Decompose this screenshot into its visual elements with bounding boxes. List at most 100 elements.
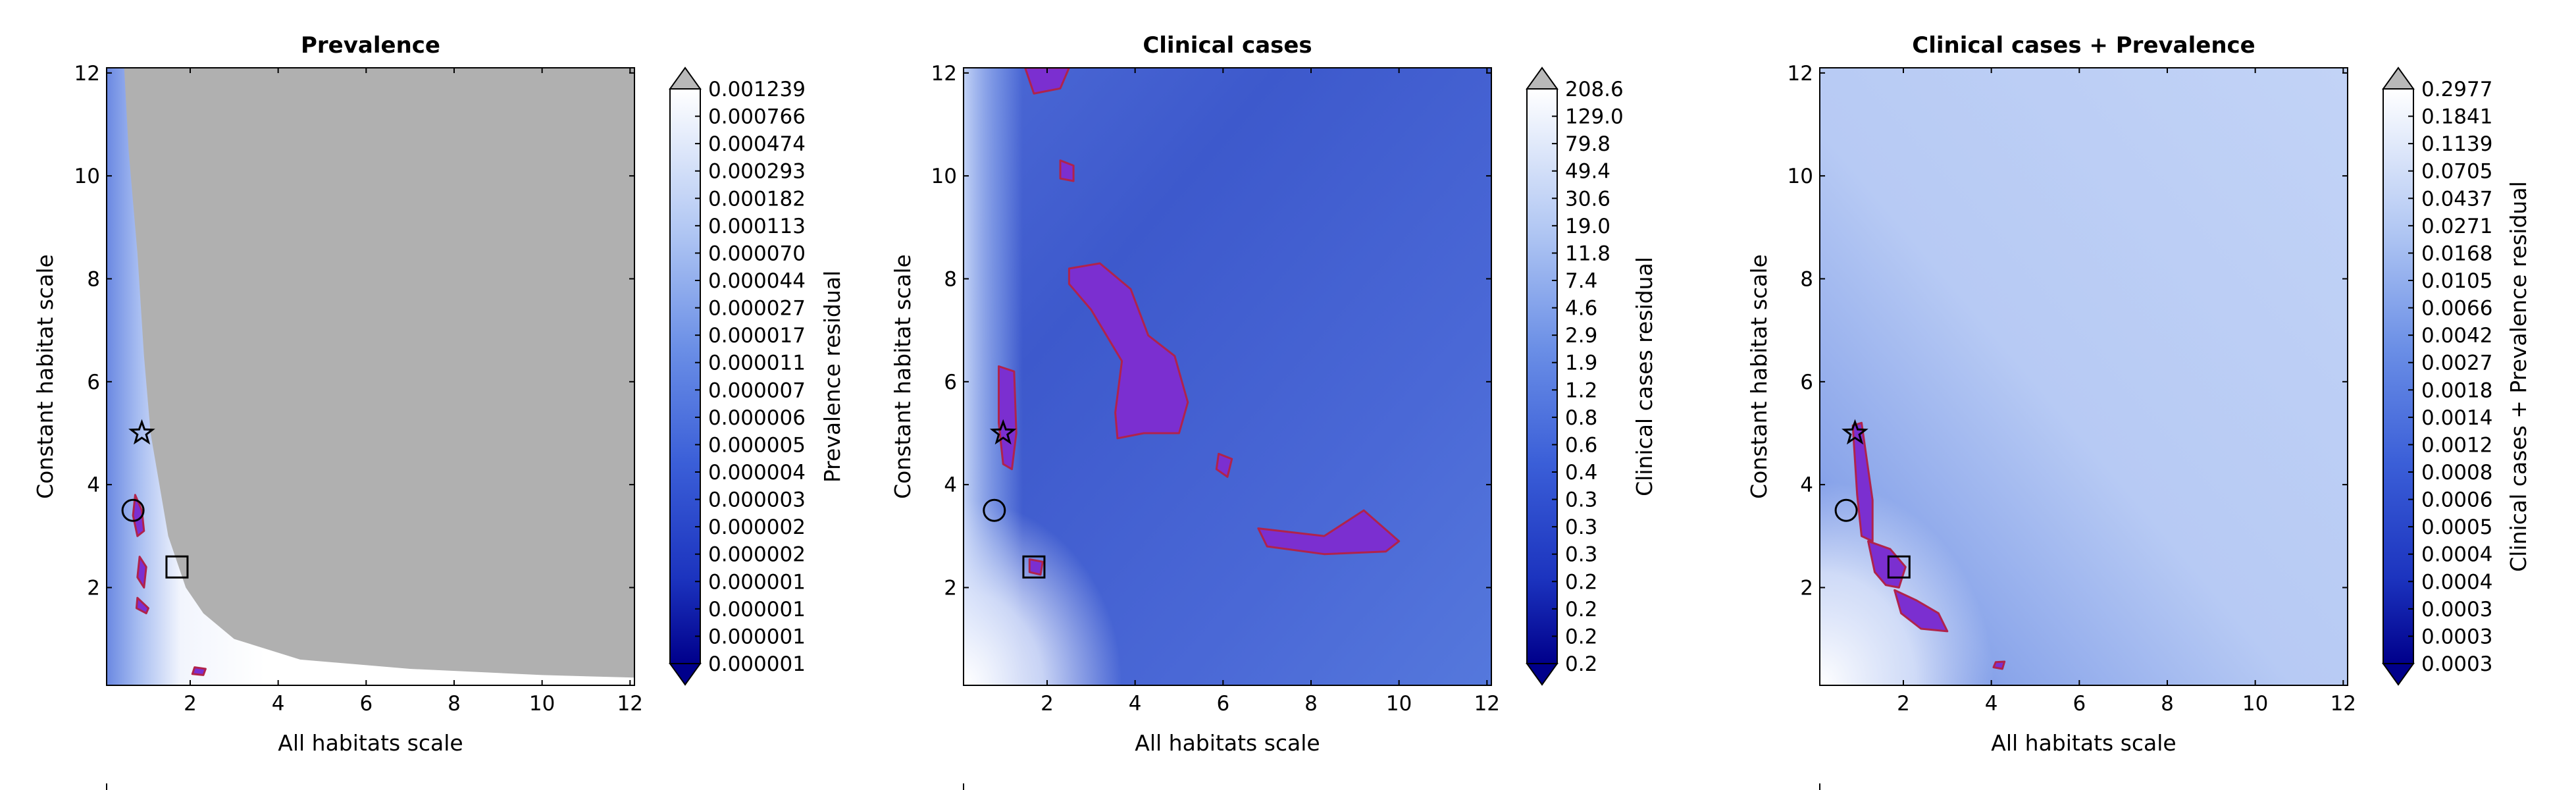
colorbar-tick-label: 0.2 (1565, 652, 1597, 676)
colorbar-over-arrow (2382, 66, 2415, 90)
colorbar-tick-label: 0.2 (1565, 598, 1597, 621)
colorbar-tick-label: 0.000044 (708, 269, 806, 293)
colorbar-tick-label: 0.0003 (2421, 652, 2492, 676)
colorbar-tick-label: 0.000011 (708, 352, 806, 375)
x-tick-label: 10 (529, 692, 555, 716)
colorbar-tick-label: 0.0437 (2421, 187, 2492, 211)
colorbar-over-arrow (1526, 66, 1558, 90)
x-tick-label: 12 (1474, 692, 1500, 716)
x-tick-label: 12 (2331, 692, 2356, 716)
colorbar-gradient (1526, 88, 1558, 664)
colorbar-tick-label: 0.3 (1565, 515, 1597, 539)
x-axis-label: All habitats scale (278, 730, 463, 756)
highlight-region (136, 556, 147, 589)
y-tick-label: 8 (944, 267, 957, 291)
colorbar-tick-label: 1.9 (1565, 352, 1597, 375)
colorbar-tick-label: 0.000001 (708, 652, 806, 676)
star-marker (1842, 419, 1868, 445)
colorbar-under-arrow (2382, 663, 2415, 686)
highlight-region (1068, 262, 1189, 440)
colorbar-tick-label: 0.0006 (2421, 488, 2492, 512)
panel-prevalence: 2 4 6 8 10 12 2 4 6 8 10 12 Prevalence All habitats… (32, 32, 845, 790)
colorbar: 208.6 129.0 79.8 49.4 30.6 19.0 11.8 7.4 4.6 2.9 1… (1526, 66, 1624, 686)
y-tick-label: 2 (944, 576, 957, 600)
y-tick-label: 10 (1788, 165, 1813, 188)
colorbar-tick-label: 0.8 (1565, 406, 1597, 430)
colorbar-tick-label: 0.000070 (708, 242, 806, 265)
colorbar-tick-label: 0.001239 (708, 78, 806, 101)
colorbar-tick-label: 0.000002 (708, 543, 806, 567)
x-tick-label: 4 (1985, 692, 1998, 716)
colorbar-tick-label: 11.8 (1565, 242, 1610, 265)
star-marker (128, 419, 155, 445)
colorbar-tick-label: 0.000766 (708, 105, 806, 129)
colorbar-gradient (669, 88, 701, 664)
colorbar-tick-label: 0.0005 (2421, 515, 2492, 539)
x-tick-label: 4 (272, 692, 285, 716)
panel-title: Clinical cases (1143, 32, 1312, 59)
colorbar-tick-label: 0.0004 (2421, 570, 2492, 594)
colorbar-gradient (2383, 88, 2414, 664)
colorbar-tick-label: 0.000027 (708, 297, 806, 321)
colorbar-tick-label: 0.1139 (2421, 132, 2492, 156)
colorbar-tick-label: 0.0066 (2421, 297, 2492, 321)
colorbar-tick-label: 0.000017 (708, 324, 806, 348)
y-tick-label: 6 (944, 371, 957, 394)
colorbar-tick-label: 0.2 (1565, 625, 1597, 648)
colorbar-tick-label: 0.0168 (2421, 242, 2492, 265)
colorbar-tick-label: 0.000474 (708, 132, 806, 156)
colorbar-tick-label: 49.4 (1565, 160, 1610, 184)
colorbar-tick-label: 0.000001 (708, 625, 806, 648)
y-tick-label: 8 (87, 267, 100, 291)
x-tick-label: 4 (1129, 692, 1142, 716)
colorbar-tick-label: 0.000004 (708, 461, 806, 485)
colorbar-tick-label: 208.6 (1565, 78, 1624, 101)
colorbar-tick-label: 0.0003 (2421, 598, 2492, 621)
x-tick-label: 6 (1216, 692, 1229, 716)
colorbar-tick-label: 2.9 (1565, 324, 1597, 348)
highlight-region (1893, 589, 1949, 633)
colorbar-tick-label: 0.0012 (2421, 433, 2492, 457)
y-axis-label: Constant habitat scale (32, 254, 58, 499)
y-tick-label: 4 (1800, 473, 1813, 497)
masked-region (124, 68, 634, 678)
square-marker (165, 555, 189, 579)
highlight-region (1215, 452, 1233, 478)
y-tick-label: 10 (931, 165, 957, 188)
y-axis-label: Constant habitat scale (890, 254, 915, 499)
highlight-region (1257, 509, 1401, 556)
y-axis-label: Constant habitat scale (1746, 254, 1772, 499)
panel-clinical-cases-plus-prevalence: 2 4 6 8 10 12 2 4 6 8 10 12 Clinical cases + Preval… (1746, 32, 2531, 790)
colorbar: 0.2977 0.1841 0.1139 0.0705 0.0437 0.0271 0.01… (2382, 66, 2492, 686)
heatmap-corner-glow (964, 68, 1491, 685)
x-tick-label: 12 (617, 692, 643, 716)
colorbar-tick-label: 0.3 (1565, 488, 1597, 512)
y-tick-label: 10 (74, 165, 100, 188)
colorbar-label: Clinical cases + Prevalence residual (2506, 181, 2531, 571)
colorbar-tick-label: 0.000002 (708, 515, 806, 539)
x-tick-label: 10 (2242, 692, 2268, 716)
y-tick-label: 12 (74, 62, 100, 86)
colorbar-tick-label: 0.4 (1565, 461, 1597, 485)
colorbar-tick-label: 7.4 (1565, 269, 1597, 293)
colorbar-tick-label: 0.000001 (708, 598, 806, 621)
star-marker (989, 419, 1017, 445)
plot-frame (963, 67, 1492, 686)
x-tick-label: 8 (2161, 692, 2174, 716)
colorbar-tick-label: 4.6 (1565, 297, 1597, 321)
colorbar-under-arrow (1526, 663, 1558, 686)
highlight-region (1028, 558, 1044, 576)
colorbar-tick-label: 0.0004 (2421, 543, 2492, 567)
highlight-region (998, 365, 1018, 471)
y-tick-label: 12 (1788, 62, 1813, 86)
plot-frame (106, 67, 635, 686)
y-tick-label: 8 (1800, 267, 1813, 291)
highlight-region (1851, 421, 1874, 542)
colorbar-label: Prevalence residual (819, 271, 845, 483)
colorbar-tick-label: 0.3 (1565, 543, 1597, 567)
colorbar-over-arrow (669, 66, 702, 90)
x-axis-label: All habitats scale (1135, 730, 1320, 756)
colorbar-tick-label: 0.000113 (708, 215, 806, 238)
panel-title: Prevalence (301, 32, 440, 59)
